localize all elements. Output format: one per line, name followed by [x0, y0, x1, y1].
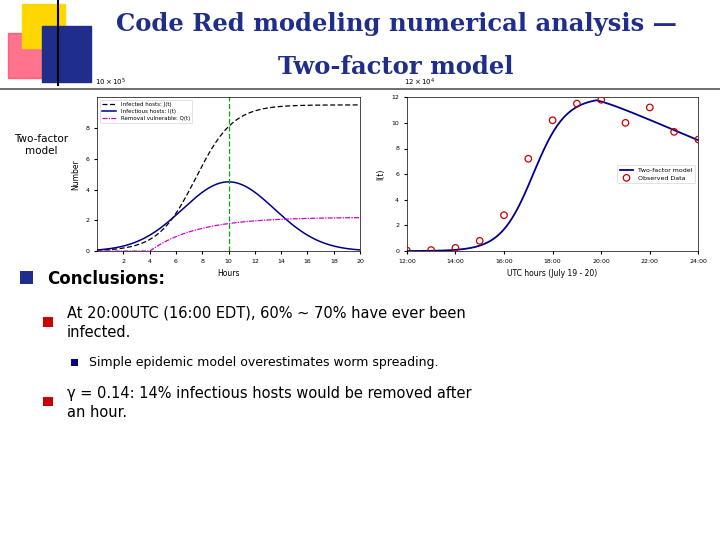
Observed Data: [523, 154, 534, 163]
Removal vulnerable: Q(t): (0, 0): Q(t): (0, 0): [93, 248, 102, 254]
Text: Two-factor
model: Two-factor model: [14, 134, 68, 156]
Removal vulnerable: Q(t): (8.09, 1.5): Q(t): (8.09, 1.5): [199, 225, 208, 231]
Text: an hour.: an hour.: [67, 404, 127, 420]
Infectious hosts: I(t): (16, 1.05): I(t): (16, 1.05): [303, 232, 312, 238]
Infected hosts: J(t): (2.04, 0.204): J(t): (2.04, 0.204): [120, 245, 128, 251]
Infectious hosts: I(t): (20, 0.076): I(t): (20, 0.076): [356, 247, 364, 253]
Observed Data: [498, 211, 510, 219]
Two-factor model: [521, 191, 529, 197]
Infected hosts: J(t): (15.6, 9.47): J(t): (15.6, 9.47): [298, 102, 307, 109]
Line: Two-factor model: Two-factor model: [407, 100, 698, 251]
Observed Data: [449, 244, 461, 252]
Removal vulnerable: Q(t): (8.81, 1.63): Q(t): (8.81, 1.63): [209, 223, 217, 230]
Two-factor model: [694, 137, 703, 144]
Infected hosts: J(t): (13.7, 9.38): J(t): (13.7, 9.38): [274, 104, 282, 110]
Infected hosts: J(t): (0, 0.0496): J(t): (0, 0.0496): [93, 247, 102, 254]
Bar: [8, 33, 46, 78]
Infectious hosts: I(t): (8.81, 4.25): I(t): (8.81, 4.25): [209, 183, 217, 189]
Text: infected.: infected.: [67, 325, 131, 340]
Infectious hosts: I(t): (0, 0.076): I(t): (0, 0.076): [93, 247, 102, 253]
Text: Code Red modeling numerical analysis —: Code Red modeling numerical analysis —: [116, 12, 676, 36]
Infectious hosts: I(t): (8.09, 3.88): I(t): (8.09, 3.88): [199, 188, 208, 195]
X-axis label: UTC hours (July 19 - 20): UTC hours (July 19 - 20): [508, 269, 598, 278]
Observed Data: [644, 103, 655, 112]
Two-factor model: [432, 247, 441, 254]
Observed Data: [546, 116, 558, 125]
Removal vulnerable: Q(t): (16, 2.12): Q(t): (16, 2.12): [302, 215, 311, 222]
Text: Two-factor model: Two-factor model: [278, 56, 514, 79]
Removal vulnerable: Q(t): (20, 2.18): Q(t): (20, 2.18): [356, 214, 364, 221]
Observed Data: [426, 246, 437, 254]
Two-factor model: [636, 112, 644, 119]
Observed Data: [620, 119, 631, 127]
Removal vulnerable: Q(t): (13.7, 2.06): Q(t): (13.7, 2.06): [274, 216, 282, 222]
X-axis label: Hours: Hours: [217, 269, 240, 278]
Text: $10\times10^5$: $10\times10^5$: [94, 77, 126, 88]
Text: At 20:00UTC (16:00 EDT), 60% ~ 70% have ever been: At 20:00UTC (16:00 EDT), 60% ~ 70% have …: [67, 306, 466, 321]
Observed Data: [474, 237, 485, 245]
Y-axis label: Number: Number: [71, 159, 80, 190]
Infectious hosts: I(t): (15.6, 1.24): I(t): (15.6, 1.24): [298, 229, 307, 235]
Bar: [22, 4, 65, 48]
Infected hosts: J(t): (16, 9.47): J(t): (16, 9.47): [302, 102, 311, 109]
Text: Conclusions:: Conclusions:: [47, 270, 165, 288]
Line: Removal vulnerable: Q(t): Removal vulnerable: Q(t): [97, 218, 360, 251]
Line: Infectious hosts: I(t): Infectious hosts: I(t): [97, 182, 360, 250]
Observed Data: [595, 96, 607, 104]
Infectious hosts: I(t): (9.99, 4.5): I(t): (9.99, 4.5): [224, 179, 233, 185]
Observed Data: [571, 99, 582, 108]
Infectious hosts: I(t): (13.8, 2.53): I(t): (13.8, 2.53): [274, 209, 282, 215]
Infected hosts: J(t): (20, 9.5): J(t): (20, 9.5): [356, 102, 364, 108]
Legend: Infected hosts: J(t), Infectious hosts: I(t), Removal vulnerable: Q(t): Infected hosts: J(t), Infectious hosts: …: [100, 100, 192, 123]
Bar: [42, 26, 91, 82]
Text: γ = 0.14: 14% infectious hosts would be removed after: γ = 0.14: 14% infectious hosts would be …: [67, 386, 472, 401]
Y-axis label: I(t): I(t): [377, 168, 386, 180]
Legend: Two-factor model, Observed Data: Two-factor model, Observed Data: [617, 165, 696, 183]
Infected hosts: J(t): (8.09, 5.71): J(t): (8.09, 5.71): [199, 160, 208, 166]
Observed Data: [401, 246, 413, 255]
Infectious hosts: I(t): (2.04, 0.339): I(t): (2.04, 0.339): [120, 242, 128, 249]
Two-factor model: [402, 248, 411, 254]
Text: $12\times10^4$: $12\times10^4$: [404, 77, 435, 88]
Observed Data: [693, 135, 704, 144]
Line: Infected hosts: J(t): Infected hosts: J(t): [97, 105, 360, 251]
Removal vulnerable: Q(t): (2.04, 0): Q(t): (2.04, 0): [120, 248, 128, 254]
Two-factor model: [630, 110, 639, 117]
Infected hosts: J(t): (8.81, 6.79): J(t): (8.81, 6.79): [209, 144, 217, 150]
Two-factor model: [531, 166, 539, 172]
Two-factor model: [592, 97, 600, 104]
Removal vulnerable: Q(t): (15.6, 2.11): Q(t): (15.6, 2.11): [298, 215, 307, 222]
Two-factor model: [603, 100, 612, 106]
Text: Simple epidemic model overestimates worm spreading.: Simple epidemic model overestimates worm…: [89, 356, 438, 369]
Observed Data: [668, 127, 680, 136]
